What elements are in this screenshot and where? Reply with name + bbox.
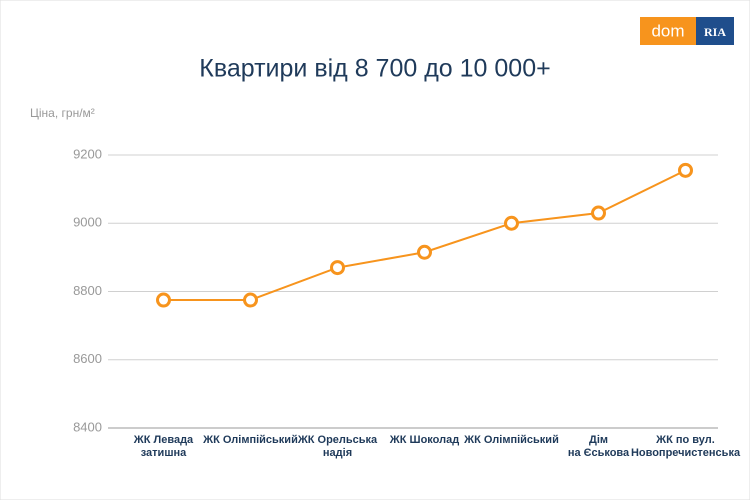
marker (678, 162, 693, 178)
y-tick-label: 8600 (73, 351, 102, 366)
y-axis-label: Ціна, грн/м² (30, 106, 95, 120)
y-tick-label: 9200 (73, 146, 102, 161)
x-tick-line: ЖК Шоколад (389, 434, 459, 446)
x-tick-label: ЖК Шоколад (389, 434, 459, 446)
y-tick-label: 8400 (73, 419, 102, 434)
marker (156, 292, 171, 308)
logo-left-box (640, 17, 696, 45)
y-tick-label: 8800 (73, 283, 102, 298)
marker (330, 260, 345, 276)
x-tick-label: ЖК Левада затишна (133, 434, 194, 459)
x-tick-line: ЖК по вул. (655, 434, 715, 446)
marker (591, 205, 606, 221)
x-tick-label: ЖК Орельська надія (297, 434, 378, 459)
x-tick-label: ЖК Олімпійський (463, 434, 559, 446)
y-tick-label: 9000 (73, 215, 102, 230)
x-tick-line: ЖК Левада (133, 434, 194, 446)
x-tick-line: Новопречистенська (631, 447, 741, 459)
chart-title: Квартири від 8 700 до 10 000+ (199, 55, 550, 83)
x-tick-line: на Єськова (568, 447, 630, 459)
x-tick-line: ЖК Олімпійський (463, 434, 559, 446)
x-tick-line: ЖК Орельська (297, 434, 378, 446)
x-tick-label: ЖК по вул. Новопречистенська (631, 434, 741, 459)
logo-right-box (696, 17, 734, 45)
x-tick-line: Дім (589, 434, 608, 446)
logo-left: dom (651, 21, 684, 40)
marker (243, 292, 258, 308)
x-tick-label: Дім на Єськова (568, 434, 630, 459)
marker (417, 244, 432, 260)
x-tick-label: ЖК Олімпійський (202, 434, 298, 446)
logo-right: RIA (704, 25, 726, 39)
marker (504, 215, 519, 231)
x-tick-line: ЖК Олімпійський (202, 434, 298, 446)
x-tick-line: затишна (141, 447, 187, 459)
x-tick-line: надія (323, 447, 352, 459)
